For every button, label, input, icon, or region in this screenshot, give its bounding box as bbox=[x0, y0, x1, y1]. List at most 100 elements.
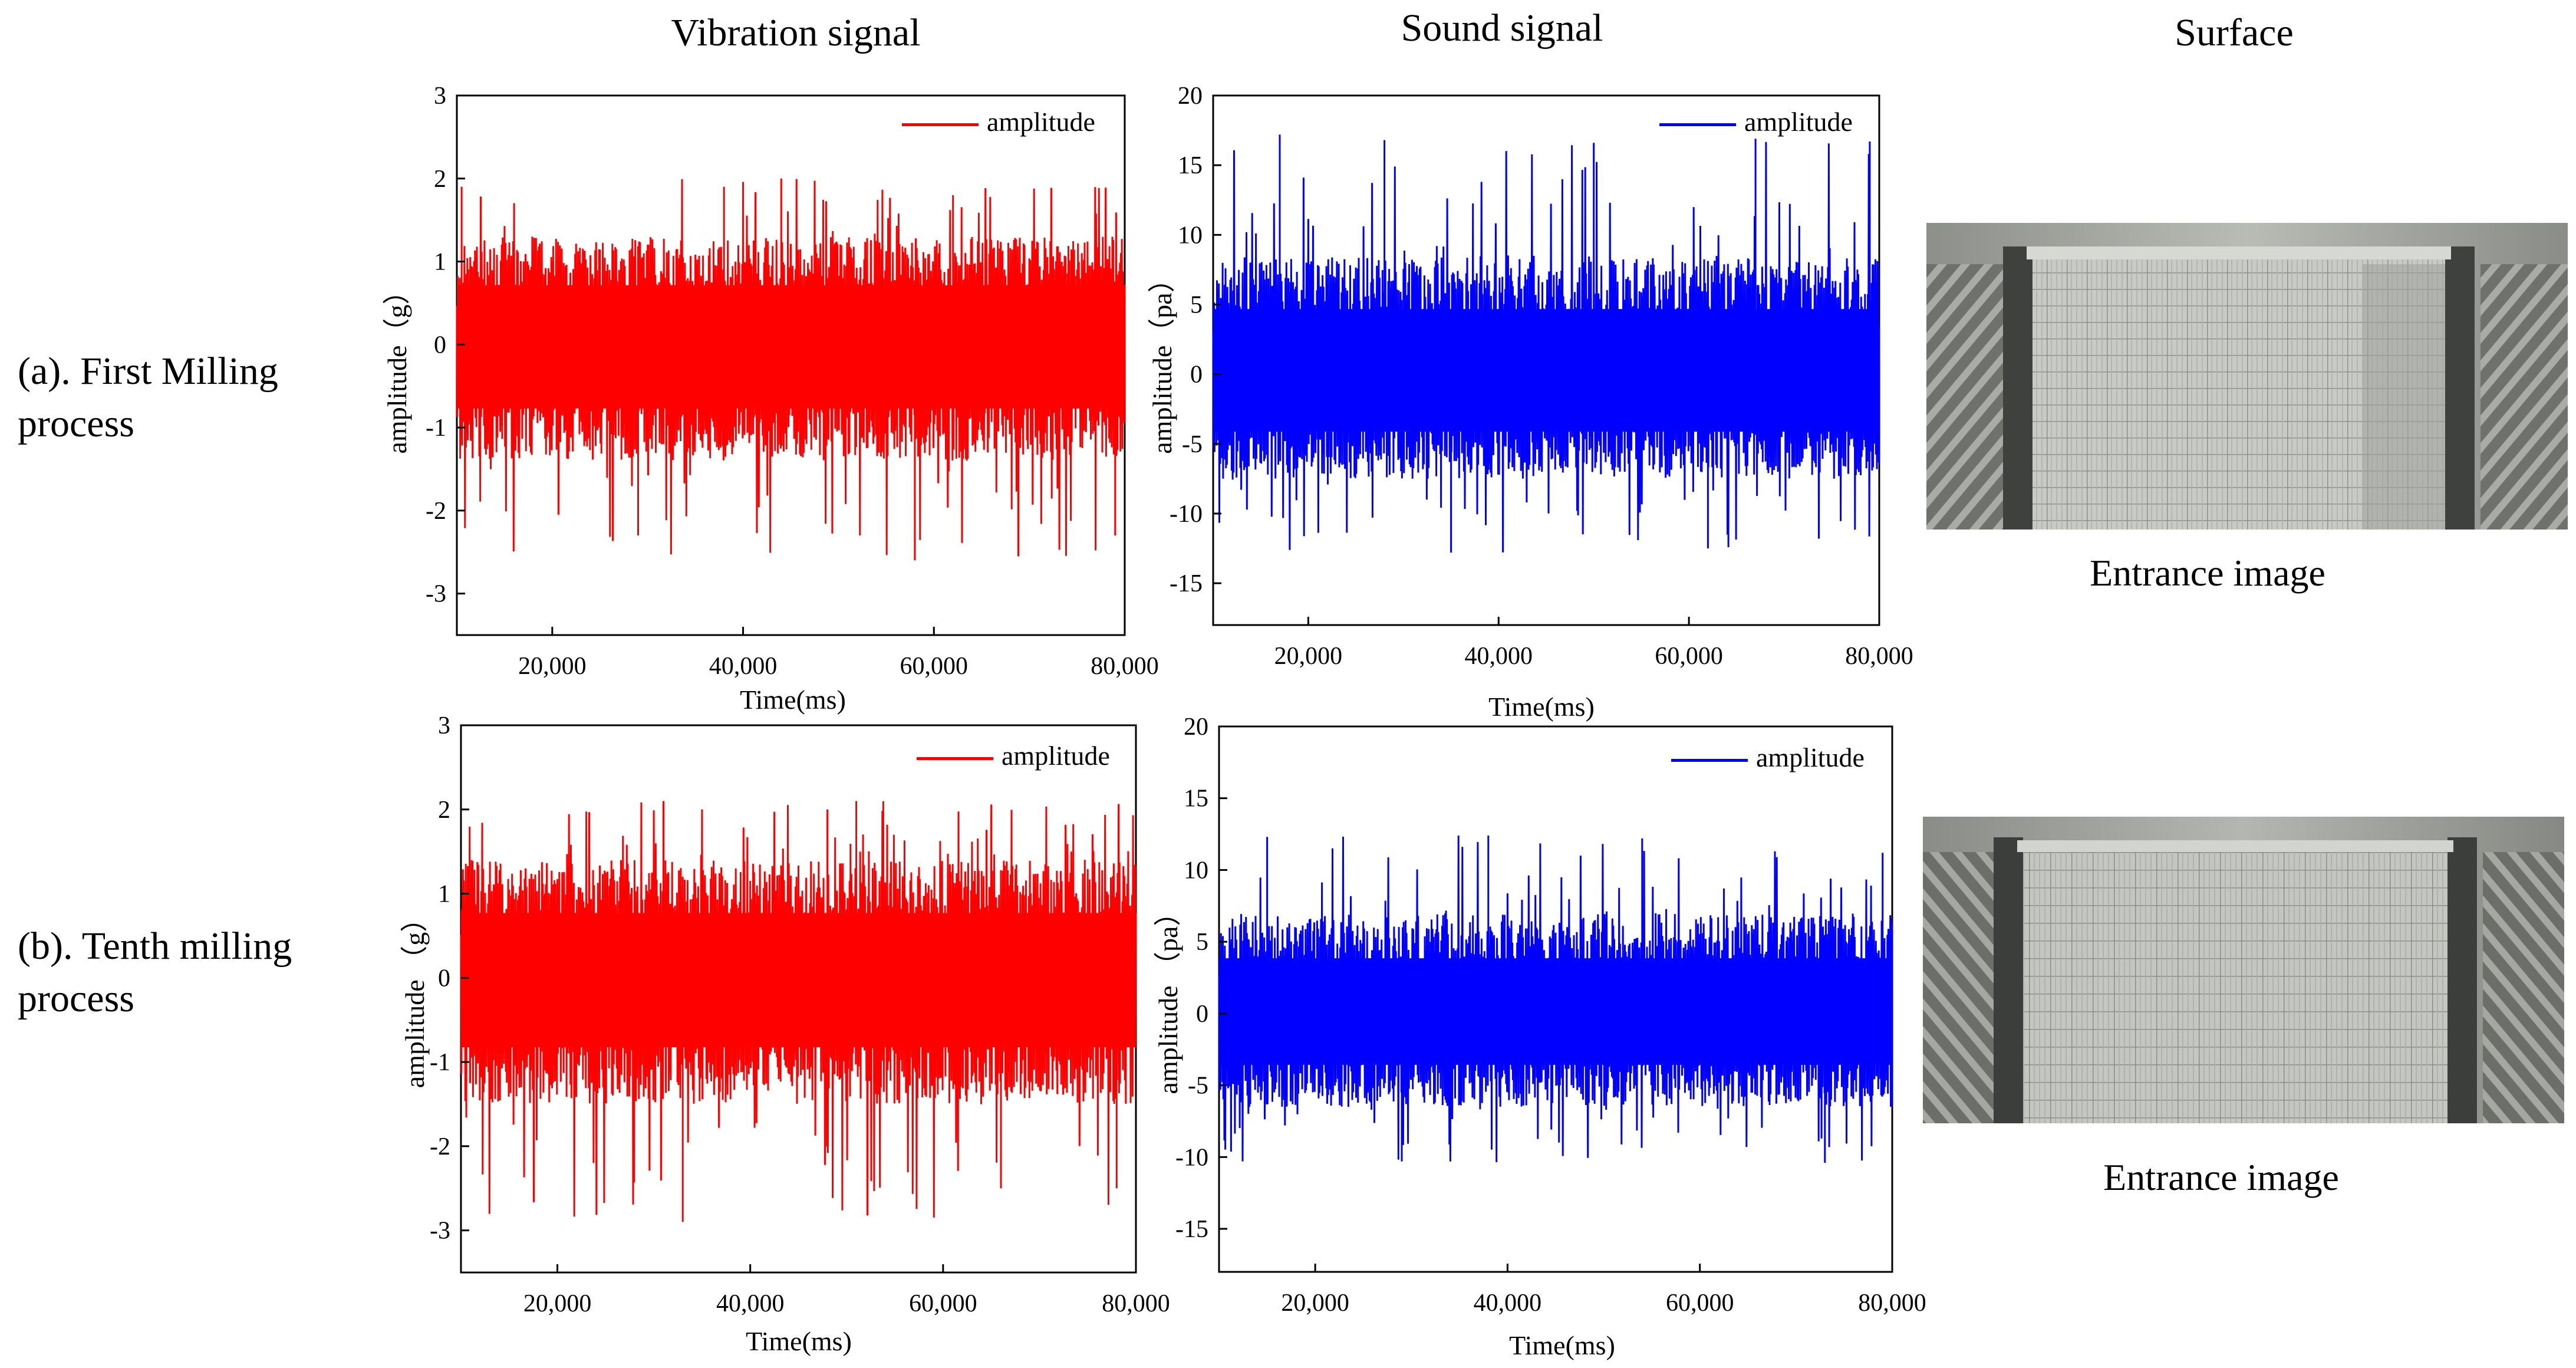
legend: amplitude bbox=[1659, 106, 1853, 137]
x-axis-label: Time(ms) bbox=[740, 685, 846, 715]
x-tick-label: 80,000 bbox=[1091, 653, 1159, 680]
legend-label: amplitude bbox=[1756, 742, 1865, 772]
x-tick-label: 40,000 bbox=[716, 1290, 785, 1317]
row-label-a-line2: process bbox=[18, 402, 134, 446]
x-tick-label: 20,000 bbox=[523, 1290, 592, 1317]
x-tick-label: 60,000 bbox=[1655, 643, 1723, 670]
x-tick-label: 40,000 bbox=[709, 653, 778, 680]
y-tick-label: 15 bbox=[1178, 152, 1203, 179]
y-tick-label: 15 bbox=[1184, 785, 1208, 813]
surface-wall-right bbox=[2445, 246, 2475, 530]
x-axis-label: Time(ms) bbox=[746, 1326, 852, 1356]
legend-swatch bbox=[917, 757, 993, 760]
y-tick-label: -15 bbox=[1175, 1216, 1208, 1243]
surface-channel bbox=[2023, 849, 2447, 1123]
column-title-vibration: Vibration signal bbox=[671, 11, 921, 54]
surface-image-tenth bbox=[1923, 817, 2564, 1123]
legend: amplitude bbox=[1671, 742, 1865, 773]
surface-caption-first: Entrance image bbox=[2090, 552, 2325, 594]
surface-right-hatch bbox=[2481, 264, 2568, 530]
column-title-surface: Surface bbox=[2175, 11, 2294, 54]
signal-core-band bbox=[1219, 958, 1892, 1065]
row-label-b-line1: (b). Tenth milling bbox=[18, 925, 292, 968]
x-tick-label: 20,000 bbox=[1281, 1290, 1349, 1317]
y-tick-label: 0 bbox=[1190, 361, 1203, 389]
x-tick-label: 60,000 bbox=[909, 1290, 977, 1317]
y-tick-label: 1 bbox=[438, 881, 450, 908]
row-label-a-line1: (a). First Milling bbox=[18, 350, 278, 393]
y-tick-label: 5 bbox=[1196, 929, 1208, 956]
legend-label: amplitude bbox=[987, 107, 1095, 137]
x-axis-label: Time(ms) bbox=[1488, 692, 1595, 722]
y-tick-label: 20 bbox=[1178, 83, 1203, 110]
signal-core-band bbox=[457, 285, 1125, 409]
surface-left-hatch bbox=[1926, 264, 2015, 530]
signal-core-band bbox=[1213, 309, 1879, 432]
y-tick-label: -10 bbox=[1175, 1144, 1208, 1171]
legend: amplitude bbox=[917, 740, 1110, 771]
y-tick-label: 2 bbox=[434, 166, 446, 193]
row-label-b-line2: process bbox=[18, 977, 134, 1021]
row-label-b: (b). Tenth milling process bbox=[18, 920, 292, 1025]
y-tick-label: -1 bbox=[430, 1049, 450, 1076]
x-tick-label: 40,000 bbox=[1474, 1290, 1542, 1317]
surface-wall-left bbox=[2003, 246, 2033, 530]
y-tick-label: 10 bbox=[1184, 857, 1208, 884]
x-tick-label: 40,000 bbox=[1465, 643, 1533, 670]
legend: amplitude bbox=[902, 106, 1095, 137]
surface-right-hatch bbox=[2483, 852, 2564, 1123]
y-tick-label: 5 bbox=[1190, 291, 1203, 318]
signal-trace bbox=[1212, 134, 1880, 553]
column-title-sound: Sound signal bbox=[1401, 6, 1603, 50]
signal-trace bbox=[456, 178, 1126, 561]
surface-caption-tenth: Entrance image bbox=[2103, 1156, 2339, 1198]
x-tick-label: 60,000 bbox=[900, 653, 969, 680]
x-tick-label: 80,000 bbox=[1858, 1290, 1926, 1317]
surface-left-hatch bbox=[1923, 852, 2005, 1123]
legend-swatch bbox=[902, 123, 979, 126]
legend-label: amplitude bbox=[1744, 107, 1853, 137]
signal-trace bbox=[460, 801, 1137, 1222]
y-tick-label: -10 bbox=[1170, 501, 1203, 528]
x-tick-label: 60,000 bbox=[1666, 1290, 1734, 1317]
y-axis-label: amplitude （pa） bbox=[1153, 899, 1183, 1094]
surface-wall-right bbox=[2447, 837, 2477, 1123]
legend-swatch bbox=[1659, 123, 1736, 126]
row-label-a: (a). First Milling process bbox=[18, 345, 278, 450]
surface-wall-left bbox=[1994, 837, 2023, 1123]
legend-swatch bbox=[1671, 758, 1748, 762]
y-tick-label: -5 bbox=[1188, 1073, 1208, 1100]
y-tick-label: -3 bbox=[430, 1218, 450, 1245]
y-tick-label: -1 bbox=[426, 415, 446, 442]
surface-top-edge bbox=[2017, 840, 2453, 852]
y-tick-label: 1 bbox=[434, 249, 446, 276]
y-tick-label: 10 bbox=[1178, 222, 1203, 249]
y-tick-label: 2 bbox=[438, 797, 450, 824]
y-tick-label: -3 bbox=[426, 581, 446, 608]
surface-image-first bbox=[1926, 223, 2568, 530]
y-tick-label: 0 bbox=[1196, 1001, 1208, 1028]
signal-core-band bbox=[461, 913, 1136, 1048]
y-tick-label: -15 bbox=[1170, 570, 1203, 597]
y-tick-label: 3 bbox=[438, 712, 450, 739]
y-tick-label: 0 bbox=[438, 965, 450, 992]
legend-label: amplitude bbox=[1002, 741, 1110, 771]
x-tick-label: 80,000 bbox=[1845, 643, 1913, 670]
y-tick-label: 0 bbox=[434, 331, 446, 359]
x-axis-label: Time(ms) bbox=[1509, 1330, 1615, 1360]
x-tick-label: 80,000 bbox=[1102, 1290, 1170, 1317]
y-tick-label: 20 bbox=[1184, 713, 1208, 741]
surface-top-edge bbox=[2027, 246, 2451, 259]
surface-right-mesh bbox=[2363, 264, 2445, 530]
x-tick-label: 20,000 bbox=[1274, 643, 1343, 670]
y-tick-label: -5 bbox=[1182, 431, 1203, 458]
x-tick-label: 20,000 bbox=[518, 653, 587, 680]
signal-trace bbox=[1218, 835, 1893, 1163]
y-tick-label: -2 bbox=[430, 1133, 450, 1160]
y-tick-label: 3 bbox=[434, 83, 446, 110]
y-tick-label: -2 bbox=[426, 498, 446, 525]
